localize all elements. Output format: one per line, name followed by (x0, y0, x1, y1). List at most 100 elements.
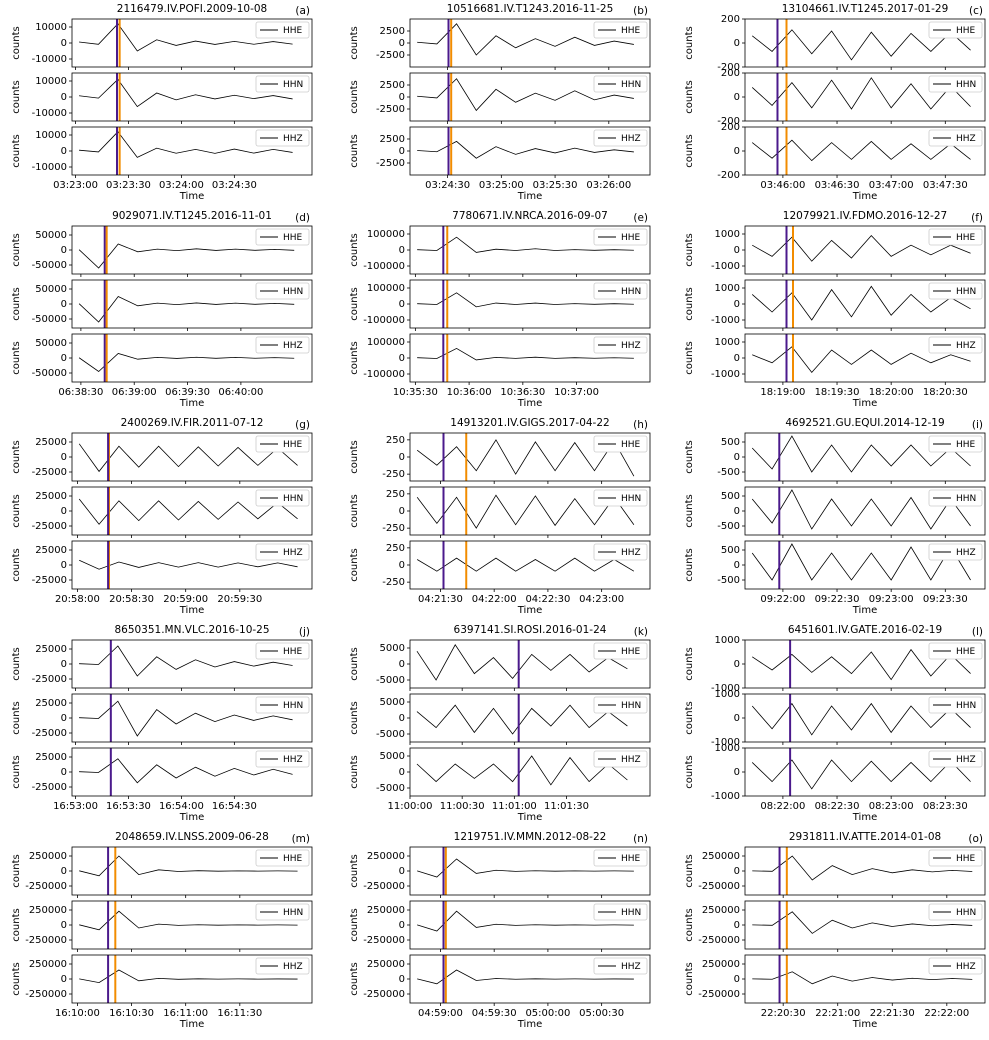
legend-label: HHZ (621, 755, 641, 765)
x-tick-label: 04:59:30 (472, 1008, 517, 1019)
legend-box (928, 489, 983, 507)
waveform (416, 755, 628, 786)
legend-label: HHN (621, 287, 641, 297)
y-tick-label: 0 (61, 452, 67, 463)
x-tick-label: 11:01:30 (544, 801, 589, 812)
x-tick-label: 16:54:00 (159, 801, 204, 812)
legend-label: HHZ (956, 755, 976, 765)
x-tick-label: 16:11:00 (163, 1008, 208, 1019)
y-tick-label: -25000 (32, 467, 67, 478)
y-tick-label: -250 (382, 577, 405, 588)
y-tick-label: 0 (61, 38, 67, 49)
plot-area (78, 280, 295, 328)
x-tick-label: 10:35:30 (393, 387, 438, 398)
waveform (79, 131, 293, 158)
x-tick-label: 10:36:30 (500, 387, 545, 398)
legend-label: HHE (621, 854, 641, 864)
y-tick-label: 250 (386, 435, 405, 446)
y-axis-label: counts (684, 908, 695, 941)
y-tick-label: -5000 (376, 675, 405, 686)
x-axis-label: Time (517, 605, 542, 616)
y-axis-label: counts (11, 233, 22, 266)
y-tick-label: 25000 (35, 644, 67, 655)
y-tick-label: 10000 (35, 130, 67, 141)
y-axis-label: counts (684, 233, 695, 266)
legend-box (928, 435, 983, 453)
panel-label: (n) (633, 833, 648, 845)
legend-box (928, 750, 983, 768)
y-tick-label: 0 (399, 974, 405, 985)
y-tick-label: -500 (717, 575, 740, 586)
y-axis-label: counts (684, 854, 695, 887)
x-axis-label: Time (852, 191, 877, 202)
y-axis-label: counts (349, 755, 360, 788)
plot-area (79, 19, 293, 67)
y-tick-label: -50000 (32, 314, 67, 325)
x-tick-label: 11:00:00 (388, 801, 433, 812)
y-axis-label: counts (349, 701, 360, 734)
y-tick-label: -250000 (25, 935, 67, 946)
legend-box (255, 129, 310, 147)
y-tick-label: 0 (399, 920, 405, 931)
y-tick-label: -25000 (32, 674, 67, 685)
plot-area (78, 226, 295, 274)
x-tick-label: 03:47:30 (923, 180, 968, 191)
legend-label: HHN (956, 494, 976, 504)
waveform (417, 910, 634, 932)
x-tick-label: 05:00:00 (525, 1008, 570, 1019)
y-tick-label: 5000 (380, 697, 405, 708)
y-tick-label: 25000 (35, 437, 67, 448)
x-tick-label: 03:25:30 (533, 180, 578, 191)
y-axis-label: counts (349, 134, 360, 167)
plot-area (78, 487, 298, 535)
y-tick-label: 0 (399, 38, 405, 49)
y-axis-label: counts (684, 134, 695, 167)
y-tick-label: 200 (721, 14, 740, 25)
y-axis-label: counts (11, 755, 22, 788)
y-tick-label: 0 (734, 659, 740, 670)
waveform (751, 139, 971, 162)
y-tick-label: 0 (61, 866, 67, 877)
y-tick-label: 0 (61, 92, 67, 103)
legend-label: HHN (621, 908, 641, 918)
y-axis-label: counts (11, 647, 22, 680)
waveform (416, 557, 635, 572)
x-axis-label: Time (517, 812, 542, 823)
waveform (78, 443, 298, 473)
y-tick-label: 0 (399, 452, 405, 463)
y-tick-label: -25000 (32, 728, 67, 739)
x-tick-label: 16:53:00 (53, 801, 98, 812)
x-tick-label: 20:59:30 (217, 594, 262, 605)
y-axis-label: counts (684, 755, 695, 788)
waveform (417, 236, 634, 253)
x-tick-label: 03:47:00 (869, 180, 914, 191)
legend-label: HHE (283, 854, 303, 864)
plot-area (416, 748, 628, 796)
legend-label: HHN (621, 80, 641, 90)
legend-label: HHN (283, 287, 303, 297)
plot-area (79, 901, 298, 949)
legend-box (593, 849, 648, 867)
y-tick-label: -1000 (711, 683, 740, 694)
legend-label: HHN (956, 908, 976, 918)
y-tick-label: 0 (734, 146, 740, 157)
x-tick-label: 16:10:30 (109, 1008, 154, 1019)
y-tick-label: -250 (382, 523, 405, 534)
y-tick-label: -5000 (376, 729, 405, 740)
y-axis-label: counts (349, 287, 360, 320)
x-tick-label: 03:24:30 (212, 180, 257, 191)
waveform (752, 911, 973, 934)
y-axis-label: counts (11, 854, 22, 887)
legend-box (928, 696, 983, 714)
waveform (752, 855, 973, 881)
y-axis-label: counts (349, 233, 360, 266)
plot-area (417, 19, 634, 67)
waveform (417, 347, 634, 361)
plot-area (78, 334, 295, 382)
y-tick-label: 2500 (380, 80, 405, 91)
y-tick-label: 0 (399, 299, 405, 310)
panel-title: 2116479.IV.POFI.2009-10-08 (117, 3, 267, 15)
legend-label: HHZ (956, 134, 976, 144)
y-tick-label: 250000 (367, 851, 405, 862)
waveform (416, 704, 628, 735)
